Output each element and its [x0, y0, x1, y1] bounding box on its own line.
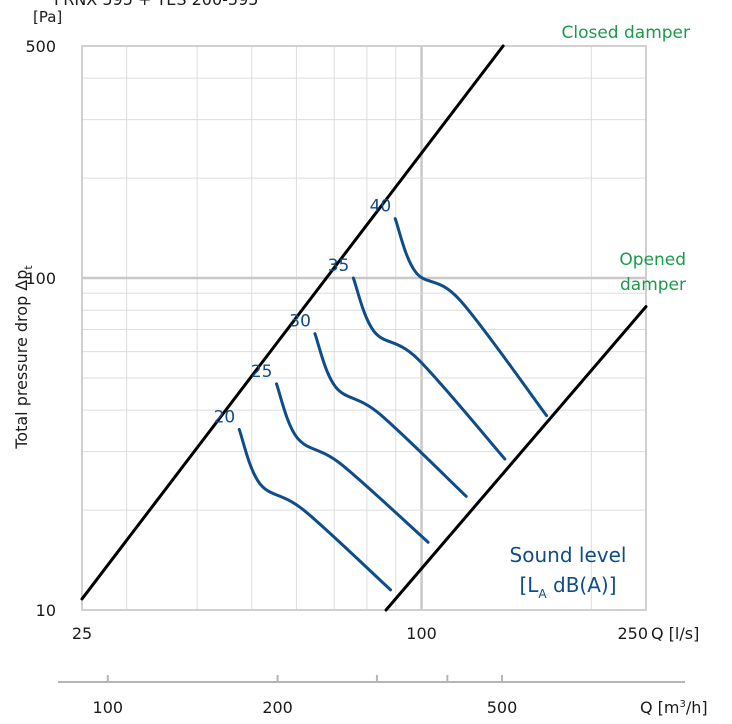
sound-level-unit-prefix: [L — [519, 573, 539, 597]
opened-damper-label-line1: Opened — [619, 250, 686, 270]
y-axis-label: Total pressure drop Δpt — [12, 265, 35, 450]
chart-title: FRNX 595 + TES 200-595 — [54, 0, 258, 9]
x-axis-label: Q [l/s] — [651, 624, 699, 643]
sound-curve-label-25: 25 — [251, 362, 273, 382]
damper-lines — [80, 44, 648, 612]
y-tick-label: 10 — [36, 601, 56, 620]
secondary-x-label-prefix: Q [m — [640, 698, 680, 717]
x-tick-label: 100 — [406, 624, 437, 643]
closed-damper-label: Closed damper — [561, 23, 690, 43]
sound-curve-35 — [351, 276, 507, 461]
labels: 25 100 250 10 100 500 20 25 30 35 40 — [25, 37, 648, 643]
secondary-x-axis-label: Q [m3/h] — [640, 698, 708, 717]
sound-curve-label-20: 20 — [214, 407, 236, 427]
closed-damper-line — [80, 44, 505, 601]
sound-curve-label-30: 30 — [289, 312, 311, 332]
y-axis-label-main: Total pressure drop Δp — [12, 270, 31, 450]
sound-level-label: Sound level — [510, 543, 627, 567]
secondary-x-label-suffix: /h] — [686, 698, 708, 717]
secondary-x-tick-label: 200 — [262, 698, 293, 717]
sound-curve-label-40: 40 — [370, 197, 392, 217]
secondary-x-label-sup: 3 — [680, 699, 686, 710]
x-tick-label: 25 — [72, 624, 92, 643]
secondary-x-tick-label: 100 — [93, 698, 124, 717]
y-tick-label: 100 — [25, 269, 56, 288]
sound-level-unit: [LA dB(A)] — [519, 573, 616, 601]
y-axis-label-sub: t — [22, 265, 35, 270]
x-tick-label: 250 — [617, 624, 648, 643]
opened-damper-line — [384, 305, 648, 612]
sound-curve-30 — [313, 332, 468, 498]
plot-border — [81, 45, 647, 611]
opened-damper-label-line2: damper — [620, 275, 686, 295]
sound-curve-label-35: 35 — [328, 256, 350, 276]
sound-level-unit-suffix: dB(A)] — [547, 573, 617, 597]
plot-frame — [81, 45, 647, 611]
sound-curve-20 — [237, 427, 393, 592]
secondary-x-axis: 100 200 500 — [58, 675, 685, 717]
sound-level-curves — [237, 217, 549, 592]
grid — [82, 46, 646, 610]
y-unit-label: [Pa] — [33, 8, 62, 26]
sound-level-unit-sub: A — [538, 587, 547, 601]
sound-curve-25 — [274, 382, 430, 544]
y-tick-label: 500 — [25, 37, 56, 56]
sound-curve-40 — [393, 217, 549, 418]
secondary-x-tick-label: 500 — [487, 698, 518, 717]
